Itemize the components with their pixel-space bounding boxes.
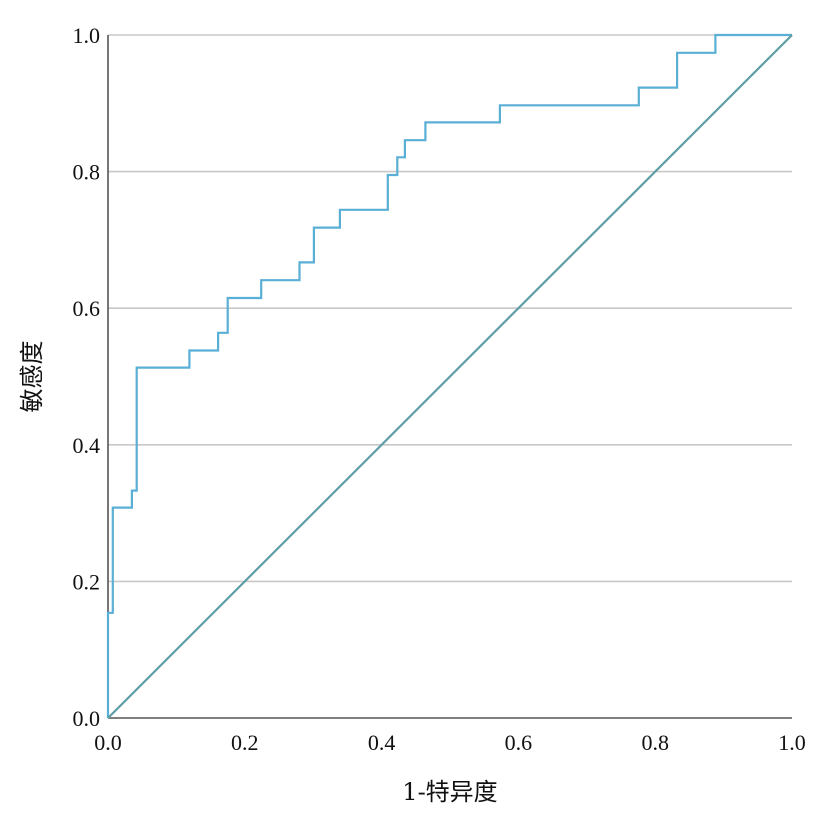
roc-curve-line [106, 33, 792, 718]
x-tick-label-0: 0.0 [94, 730, 122, 755]
x-tick-label-4: 0.8 [641, 730, 669, 755]
x-tick-label-2: 0.4 [368, 730, 396, 755]
reference-diagonal-line [107, 34, 793, 719]
series [106, 33, 793, 719]
y-tick-label-1: 0.2 [73, 569, 101, 594]
grid-lines [108, 34, 792, 583]
y-tick-label-5: 1.0 [73, 23, 101, 48]
x-tick-label-5: 1.0 [778, 730, 806, 755]
tick-labels: 0.0 0.2 0.4 0.6 0.8 1.0 0.0 0.2 0.4 0.6 0.8 1.0 [73, 23, 806, 755]
y-tick-label-0: 0.0 [73, 706, 101, 731]
y-tick-label-4: 0.8 [73, 160, 101, 185]
y-axis-title: 敏感度 [18, 341, 46, 413]
x-tick-label-3: 0.6 [505, 730, 533, 755]
y-tick-label-3: 0.6 [73, 296, 101, 321]
x-tick-label-1: 0.2 [231, 730, 259, 755]
y-tick-label-2: 0.4 [73, 433, 101, 458]
x-axis-title: 1-特异度 [402, 778, 497, 806]
axes [107, 35, 792, 719]
